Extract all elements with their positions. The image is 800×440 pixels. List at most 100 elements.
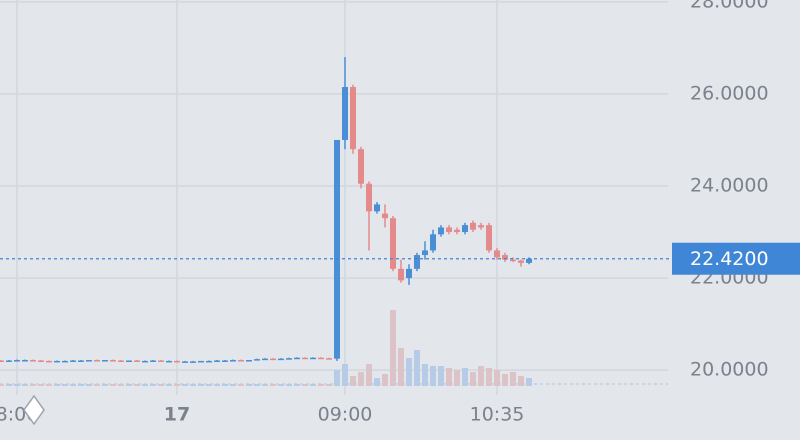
volume-bar <box>302 384 308 386</box>
volume-bar <box>366 364 372 386</box>
candle-body <box>238 360 244 362</box>
candle-body <box>494 250 500 258</box>
volume-bar <box>222 384 228 386</box>
volume-bar <box>6 384 12 386</box>
volume-bar <box>310 384 316 386</box>
volume-bar <box>374 378 380 386</box>
candle-body <box>214 360 220 362</box>
volume-bar <box>86 384 92 386</box>
logo <box>23 394 45 426</box>
volume-bar <box>22 384 28 386</box>
candle-body <box>318 357 324 360</box>
candle-body <box>366 183 372 212</box>
volume-bar <box>38 384 44 386</box>
candle-body <box>62 360 68 363</box>
volume-bar <box>454 370 460 386</box>
volume-bar <box>198 384 204 386</box>
volume-bar <box>390 310 396 386</box>
candle-body <box>38 360 44 362</box>
candle-body <box>302 357 308 360</box>
candle-body <box>342 87 348 140</box>
volume-bar <box>446 368 452 386</box>
volume-bar <box>206 384 212 386</box>
volume-bar <box>30 384 36 386</box>
volume-bar <box>102 384 108 386</box>
volume-bar <box>110 384 116 386</box>
volume-bar <box>478 366 484 386</box>
candle-body <box>190 361 196 363</box>
volume-bar <box>494 370 500 386</box>
volume-bar <box>438 366 444 386</box>
y-tick-label: 26.0000 <box>690 82 769 104</box>
x-tick-label: 17 <box>164 404 190 426</box>
volume-bar <box>510 372 516 386</box>
candle-body <box>158 360 164 362</box>
candle-body <box>54 360 60 363</box>
candle-body <box>118 360 124 362</box>
volume-bar <box>166 384 172 386</box>
volume-bar <box>70 384 76 386</box>
volume-bar <box>318 384 324 386</box>
volume-bar <box>342 364 348 386</box>
volume-bar <box>158 384 164 386</box>
candle-body <box>262 358 268 361</box>
volume-bar <box>350 376 356 386</box>
volume-bar <box>150 384 156 386</box>
candle-body <box>422 250 428 256</box>
candle-body <box>430 234 436 251</box>
volume-bar <box>502 374 508 386</box>
candle-body <box>406 268 412 279</box>
y-tick-label: 24.0000 <box>690 174 769 196</box>
volume-bar <box>414 350 420 386</box>
volume-bar <box>142 384 148 386</box>
candle-body <box>478 225 484 228</box>
volume-bar <box>430 366 436 386</box>
volume-bar <box>286 384 292 386</box>
volume-bar <box>382 374 388 386</box>
candle-body <box>438 227 444 235</box>
volume-bar <box>262 384 268 386</box>
y-tick-label: 20.0000 <box>690 359 769 381</box>
candle-body <box>454 229 460 233</box>
volume-bar <box>254 384 260 386</box>
candle-body <box>278 358 284 361</box>
volume-bar <box>278 384 284 386</box>
candle-body <box>390 218 396 269</box>
volume-bar <box>190 384 196 386</box>
y-tick-label: 28.0000 <box>690 0 769 12</box>
candle-body <box>166 360 172 363</box>
volume-bar <box>118 384 124 386</box>
volume-bar <box>62 384 68 386</box>
volume-bar <box>326 384 332 386</box>
candle-body <box>150 360 156 362</box>
candle-body <box>198 360 204 363</box>
candle-body <box>102 360 108 362</box>
volume-bar <box>422 364 428 386</box>
candle-body <box>350 87 356 150</box>
candle-body <box>222 360 228 362</box>
volume-bar <box>246 384 252 386</box>
candle-body <box>502 255 508 260</box>
volume-bar <box>78 384 84 386</box>
volume-bar <box>398 348 404 386</box>
volume-bar <box>14 384 20 386</box>
volume-bar <box>462 368 468 386</box>
last-price-label: 22.4200 <box>690 248 769 270</box>
candle-body <box>182 361 188 363</box>
candle-body <box>310 357 316 360</box>
candle-body <box>70 360 76 362</box>
candle-body <box>134 360 140 362</box>
candles <box>0 57 532 363</box>
candle-body <box>0 360 4 362</box>
candle-body <box>246 360 252 362</box>
volume-bar <box>486 368 492 386</box>
candle-body <box>46 360 52 363</box>
volume-bar <box>94 384 100 386</box>
candle-body <box>14 360 20 362</box>
candle-body <box>518 260 524 263</box>
candle-body <box>270 358 276 361</box>
volume-bar <box>518 376 524 386</box>
candle-body <box>446 227 452 233</box>
